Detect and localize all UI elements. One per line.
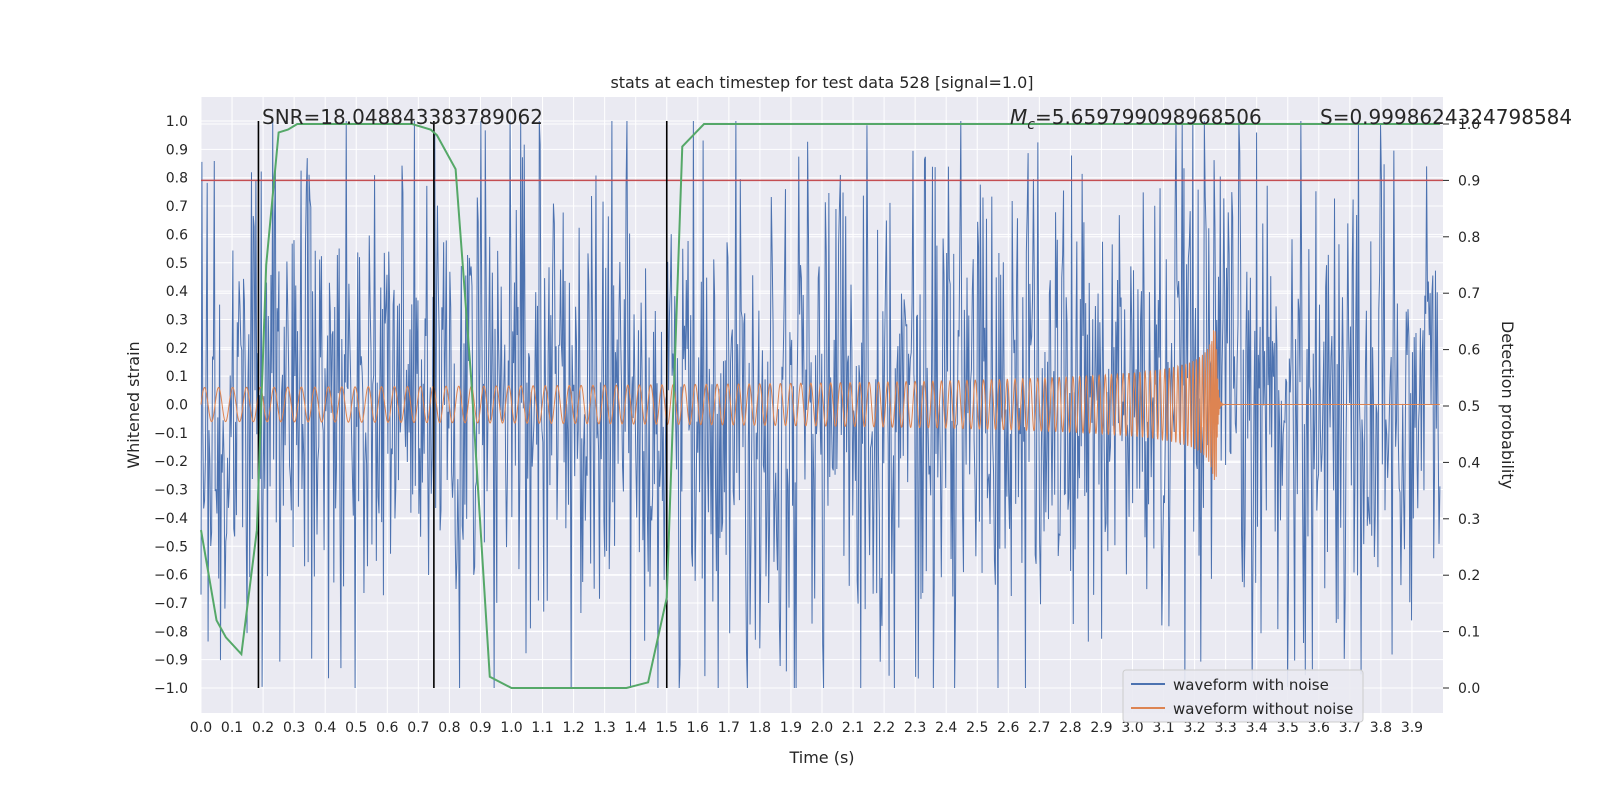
y-tick-label: −0.1 [154,426,188,442]
x-tick-label: 2.0 [811,720,833,736]
x-tick-label: 3.0 [1121,720,1143,736]
series-detection-probability [200,123,1440,689]
x-tick-label: 2.7 [1028,720,1050,736]
y2-tick-label: 0.1 [1458,625,1480,641]
s-annotation: S=0.9998624324798584 [1320,105,1572,129]
x-tick-label: 0.0 [190,720,212,736]
x-tick-label: 1.6 [687,720,709,736]
x-tick-label: 0.3 [283,720,305,736]
y-tick-label: 0.5 [166,256,188,272]
x-tick-label: 1.3 [594,720,616,736]
legend-box [1122,669,1364,723]
snr-annotation: SNR=18.048843383789062 [262,105,543,129]
x-tick-label: 0.2 [252,720,274,736]
y2-tick-label: 0.7 [1458,286,1480,302]
y-tick-label: −0.7 [154,596,188,612]
x-tick-label: 2.1 [842,720,864,736]
chirp-mass-subscript: c [1027,117,1035,133]
x-tick-label: 0.4 [314,720,336,736]
y-tick-label: 0.3 [166,312,188,328]
x-tick-label: 1.9 [780,720,802,736]
x-tick-label: 3.9 [1401,720,1423,736]
y-tick-label: 0.4 [166,284,188,300]
y2-tick-label: 0.3 [1458,512,1480,528]
x-tick-label: 0.8 [438,720,460,736]
x-tick-label: 2.8 [1059,720,1081,736]
y-tick-label: 0.9 [166,142,188,158]
x-tick-label: 1.0 [500,720,522,736]
x-tick-label: 1.5 [656,720,678,736]
y2-tick-label: 0.0 [1458,681,1480,697]
y-tick-label: 0.7 [166,199,188,215]
x-tick-label: 1.8 [749,720,771,736]
legend-label-noise: waveform with noise [1173,676,1329,694]
y-tick-label: −0.8 [154,624,188,640]
y2-tick-label: 0.6 [1458,343,1480,359]
y2-tick-label: 0.9 [1458,173,1480,189]
chart-title: stats at each timestep for test data 528… [610,73,1033,92]
y-tick-label: 0.6 [166,227,188,243]
x-tick-label: 3.6 [1308,720,1330,736]
x-tick-label: 1.1 [531,720,553,736]
x-tick-label: 1.4 [625,720,647,736]
y-tick-label: 0.2 [166,341,188,357]
x-tick-label: 3.8 [1370,720,1392,736]
x-tick-label: 2.2 [873,720,895,736]
y2-tick-label: 0.8 [1458,230,1480,246]
series-waveform-with-noise [200,120,1441,689]
x-tick-label: 0.7 [407,720,429,736]
y2-axis-label: Detection probability [1498,321,1517,489]
y2-tick-label: 0.4 [1458,455,1480,471]
x-tick-label: 2.9 [1090,720,1112,736]
y2-tick-label: 0.2 [1458,568,1480,584]
x-tick-label: 1.7 [718,720,740,736]
x-tick-label: 3.5 [1277,720,1299,736]
y2-tick-label: 0.5 [1458,399,1480,415]
x-tick-label: 1.2 [562,720,584,736]
x-tick-label: 2.3 [904,720,926,736]
y-tick-label: 0.0 [166,398,188,414]
y-tick-label: −0.6 [154,568,188,584]
chirp-mass-value: =5.659799098968506 [1035,105,1262,129]
x-tick-label: 2.6 [997,720,1019,736]
chirp-mass-annotation: Mc=5.659799098968506 [1010,105,1262,133]
x-tick-label: 0.1 [221,720,243,736]
y-axis-label: Whitened strain [124,341,143,468]
x-tick-label: 0.9 [469,720,491,736]
chirp-mass-symbol: M [1010,105,1027,129]
y-tick-label: 0.1 [166,369,188,385]
x-tick-label: 0.5 [345,720,367,736]
y-tick-label: −0.3 [154,483,188,499]
y-tick-label: −0.9 [154,653,188,669]
y2-tick-label: 1.0 [1458,117,1480,133]
x-tick-label: 3.3 [1215,720,1237,736]
series-waveform-without-noise [200,330,1440,480]
legend: waveform with noise waveform without noi… [1122,669,1364,723]
y-tick-label: 1.0 [166,114,188,130]
x-tick-label: 3.7 [1339,720,1361,736]
x-tick-label: 3.4 [1246,720,1268,736]
legend-label-clean: waveform without noise [1173,700,1353,718]
y-tick-label: −1.0 [154,681,188,697]
x-axis-label: Time (s) [788,748,854,767]
x-tick-label: 2.5 [966,720,988,736]
y-tick-label: 0.8 [166,171,188,187]
x-tick-label: 3.2 [1183,720,1205,736]
y-tick-label: −0.2 [154,454,188,470]
y-tick-label: −0.4 [154,511,188,527]
y-tick-label: −0.5 [154,539,188,555]
x-tick-label: 3.1 [1152,720,1174,736]
x-tick-label: 2.4 [935,720,957,736]
x-tick-label: 0.6 [376,720,398,736]
